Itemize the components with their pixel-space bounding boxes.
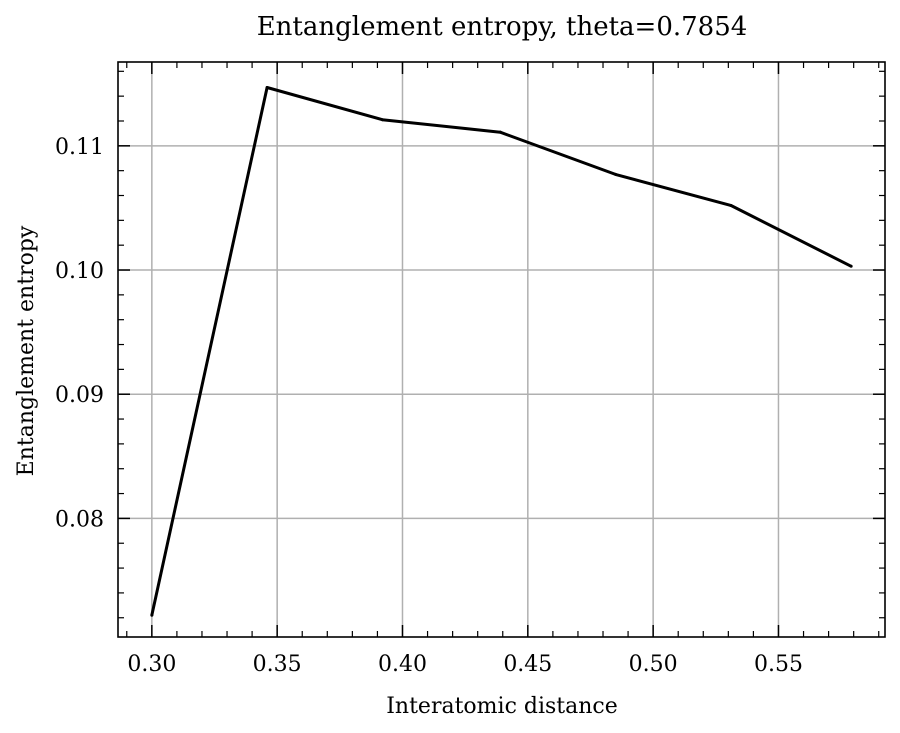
- data-point: [380, 118, 384, 122]
- y-tick-label: 0.09: [55, 383, 104, 408]
- y-tick-label: 0.08: [55, 507, 104, 532]
- x-tick-label: 0.30: [127, 652, 176, 677]
- data-point: [729, 203, 733, 207]
- data-point: [265, 85, 269, 89]
- y-axis-label: Entanglement entropy: [14, 225, 39, 476]
- data-point: [498, 130, 502, 134]
- y-tick-label: 0.10: [55, 259, 104, 284]
- data-point: [614, 172, 618, 176]
- axis-ticks: [118, 62, 885, 637]
- data-point: [849, 264, 853, 268]
- data-point: [150, 613, 154, 617]
- x-tick-label: 0.55: [754, 652, 803, 677]
- x-tick-label: 0.40: [378, 652, 427, 677]
- tick-labels: 0.30 0.35 0.40 0.45 0.50 0.55 0.08 0.09 0.10 0.11: [55, 135, 803, 677]
- y-tick-label: 0.11: [55, 135, 104, 160]
- x-axis-label: Interatomic distance: [386, 694, 618, 719]
- plot-area-frame: [117, 61, 886, 638]
- x-tick-label: 0.45: [503, 652, 552, 677]
- x-tick-label: 0.50: [629, 652, 678, 677]
- series-layer: [150, 85, 853, 617]
- chart-title: Entanglement entropy, theta=0.7854: [257, 12, 748, 42]
- grid-lines: [118, 62, 885, 637]
- x-tick-label: 0.35: [253, 652, 302, 677]
